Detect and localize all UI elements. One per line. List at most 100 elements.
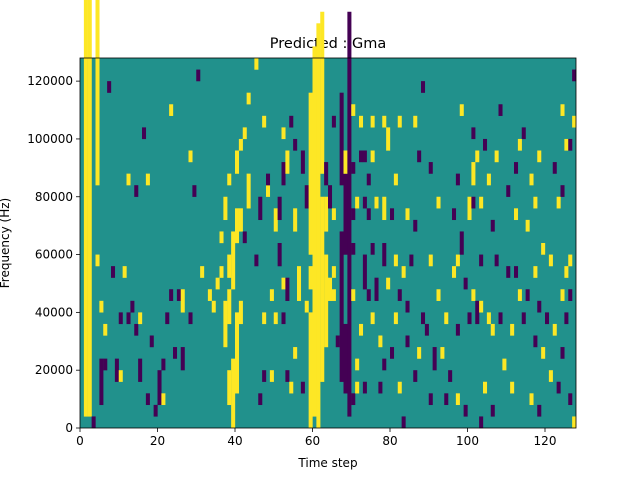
- heatmap-cell: [455, 323, 460, 336]
- heatmap-cell: [285, 370, 290, 382]
- heatmap-cell: [548, 370, 553, 382]
- x-tick-label: 120: [534, 434, 557, 448]
- heatmap-cell: [235, 208, 240, 244]
- heatmap-cell: [324, 196, 329, 232]
- heatmap-cell: [533, 335, 538, 348]
- heatmap-cell: [386, 127, 391, 151]
- heatmap-cell: [463, 404, 468, 417]
- heatmap-cell: [370, 150, 375, 163]
- heatmap-cell: [273, 208, 278, 232]
- heatmap-cell: [370, 312, 375, 325]
- heatmap-cell: [428, 254, 433, 267]
- heatmap-cell: [254, 254, 259, 267]
- heatmap-cell: [130, 300, 135, 313]
- heatmap-cell: [138, 358, 143, 382]
- heatmap-cell: [463, 277, 468, 290]
- heatmap-cell: [525, 219, 530, 232]
- heatmap-cell: [308, 92, 313, 255]
- heatmap-cell: [122, 266, 127, 278]
- heatmap-cell: [320, 196, 325, 382]
- heatmap-cell: [548, 254, 553, 267]
- heatmap-cell: [471, 196, 476, 209]
- heatmap-cell: [320, 11, 325, 174]
- heatmap-cell: [95, 0, 100, 186]
- heatmap-cell: [362, 381, 367, 394]
- heatmap-cell: [312, 46, 317, 417]
- plot-frame: [79, 57, 577, 429]
- heatmap-cell: [560, 347, 565, 359]
- heatmap-cell: [246, 173, 251, 209]
- heatmap-cell: [479, 196, 484, 209]
- heatmap-cell: [370, 115, 375, 128]
- heatmap-cell: [188, 312, 193, 325]
- heatmap-cell: [99, 358, 104, 406]
- heatmap-cell: [351, 289, 356, 301]
- heatmap-cell: [560, 185, 565, 197]
- heatmap-cell: [219, 266, 224, 278]
- heatmap-cell: [297, 266, 302, 301]
- heatmap-cell: [173, 347, 178, 359]
- heatmap-cell: [533, 266, 538, 278]
- heatmap-cell: [405, 335, 410, 348]
- heatmap-cell: [568, 254, 573, 267]
- heatmap-cell: [382, 196, 387, 221]
- heatmap-cell: [103, 358, 108, 371]
- heatmap-cell: [486, 312, 491, 325]
- heatmap-cell: [269, 289, 274, 301]
- heatmap-cell: [211, 300, 216, 313]
- heatmap-cell: [328, 277, 333, 301]
- heatmap-cell: [417, 347, 422, 359]
- heatmap-cell: [421, 81, 426, 93]
- heatmap-cell: [382, 243, 387, 267]
- heatmap-cell: [180, 347, 185, 371]
- heatmap-cell: [215, 277, 220, 290]
- heatmap-cell: [537, 150, 542, 163]
- heatmap-cell: [281, 127, 286, 140]
- heatmap-cell: [347, 11, 352, 417]
- heatmap-cell: [126, 312, 131, 325]
- heatmap-cell: [490, 404, 495, 417]
- heatmap-cell: [494, 254, 499, 267]
- heatmap-cell: [475, 150, 480, 163]
- heatmap-cell: [281, 277, 286, 290]
- heatmap-cell: [266, 173, 271, 186]
- heatmap-cell: [393, 312, 398, 325]
- x-tick-label: 0: [76, 434, 84, 448]
- x-tick-label: 80: [382, 434, 397, 448]
- heatmap-cell: [134, 185, 139, 197]
- heatmap-cell: [498, 312, 503, 325]
- heatmap-cell: [281, 162, 286, 186]
- heatmap-cell: [300, 381, 305, 394]
- heatmap-cell: [293, 138, 298, 151]
- heatmap-cell: [277, 196, 282, 221]
- heatmap-cell: [521, 127, 526, 140]
- heatmap-cell: [277, 243, 282, 267]
- heatmap-cell: [448, 370, 453, 382]
- heatmap-cell: [568, 138, 573, 151]
- heatmap-cell: [126, 173, 131, 186]
- heatmap-cell: [107, 81, 112, 93]
- heatmap-cell: [424, 323, 429, 336]
- heatmap-cell: [529, 393, 534, 406]
- heatmap-cell: [568, 289, 573, 301]
- heatmap-cell: [246, 92, 251, 105]
- heatmap-cell: [514, 266, 519, 278]
- heatmap-cell: [498, 104, 503, 116]
- heatmap-cell: [142, 127, 147, 140]
- heatmap-cell: [452, 266, 457, 278]
- heatmap-cell: [405, 208, 410, 221]
- heatmap-cell: [103, 323, 108, 336]
- heatmap-cell: [351, 104, 356, 116]
- heatmap-cell: [343, 323, 348, 394]
- heatmap-cell: [362, 196, 367, 209]
- heatmap-cell: [401, 416, 406, 429]
- heatmap-cell: [413, 219, 418, 232]
- heatmap-cell: [238, 138, 243, 151]
- heatmap-cell: [517, 289, 522, 301]
- y-tick-label: 0: [65, 421, 73, 435]
- heatmap-cell: [242, 127, 247, 140]
- heatmap-cell: [331, 289, 336, 301]
- heatmap-cell: [223, 196, 228, 221]
- y-axis-label: Frequency (Hz): [0, 198, 12, 289]
